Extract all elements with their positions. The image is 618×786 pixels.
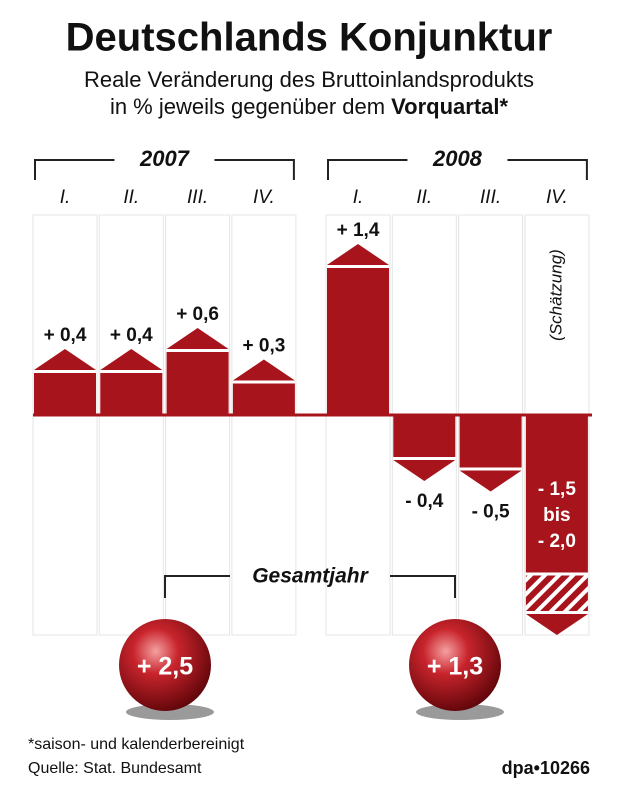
bar	[327, 244, 389, 415]
value-label: - 0,5	[472, 502, 510, 523]
estimate-joiner: bis	[543, 505, 570, 526]
value-label: - 0,4	[405, 491, 443, 512]
quarter-label: III.	[187, 187, 208, 208]
year-label: 2008	[432, 146, 483, 171]
quarter-label: I.	[60, 187, 71, 208]
annual-label: Gesamtjahr	[252, 565, 369, 588]
column-bg	[166, 215, 230, 635]
value-label: + 0,3	[243, 336, 286, 357]
column-bg	[33, 215, 97, 635]
value-label: + 0,6	[176, 304, 219, 325]
value-label: + 1,4	[337, 220, 380, 241]
quarter-label: II.	[416, 187, 432, 208]
footnote: *saison- und kalenderbereinigt	[28, 736, 245, 753]
column-bg	[99, 215, 163, 635]
credit: dpa•10266	[502, 758, 590, 778]
estimate-label: - 2,0	[538, 531, 576, 552]
annual-value: + 2,5	[137, 653, 193, 681]
quarter-label: IV.	[253, 187, 275, 208]
subtitle-emphasis: Vorquartal*	[391, 94, 508, 119]
value-label: + 0,4	[110, 325, 153, 346]
estimate-range	[526, 576, 588, 612]
value-label: - 1,5	[538, 479, 576, 500]
year-label: 2007	[139, 146, 191, 171]
quarter-label: I.	[353, 187, 364, 208]
quarter-label: II.	[123, 187, 139, 208]
subtitle: Reale Veränderung des Bruttoinlandsprodu…	[84, 67, 534, 92]
subtitle-text: in % jeweils gegenüber dem	[110, 94, 385, 119]
estimate-note: (Schätzung)	[546, 249, 565, 341]
annual-value: + 1,3	[427, 653, 483, 681]
chart-title: Deutschlands Konjunktur	[66, 16, 553, 60]
quarter-label: III.	[480, 187, 501, 208]
source: Quelle: Stat. Bundesamt	[28, 760, 202, 777]
quarter-label: IV.	[546, 187, 568, 208]
value-label: + 0,4	[44, 325, 87, 346]
chart: Deutschlands Konjunktur Reale Veränderun…	[0, 0, 618, 786]
